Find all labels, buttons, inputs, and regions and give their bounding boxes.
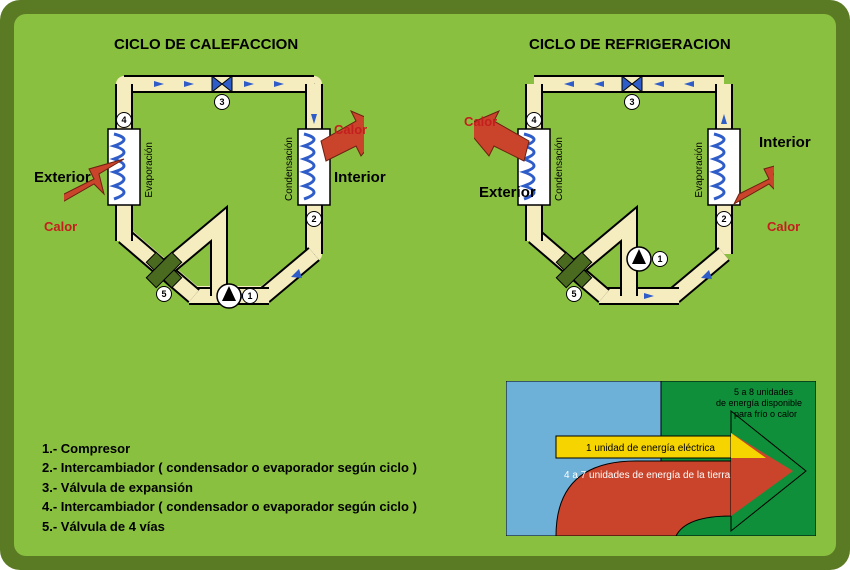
heating-circuit-svg xyxy=(64,64,364,354)
legend-2: 2.- Intercambiador ( condensador o evapo… xyxy=(42,458,417,478)
badge-4h: 4 xyxy=(116,112,132,128)
cooling-title: CICLO DE REFRIGERACION xyxy=(529,36,731,53)
badge-1c: 1 xyxy=(652,251,668,267)
energy-out-1: 5 a 8 unidades xyxy=(734,387,794,397)
badge-3h: 3 xyxy=(214,94,230,110)
cooling-right-process: Evaporación xyxy=(694,142,705,198)
legend-1: 1.- Compresor xyxy=(42,439,417,459)
legend-4: 4.- Intercambiador ( condensador o evapo… xyxy=(42,497,417,517)
cooling-circuit-svg xyxy=(474,64,774,354)
heating-left-process: Evaporación xyxy=(144,142,155,198)
heating-circuit: Evaporación Condensación 1 2 3 4 5 xyxy=(64,64,364,354)
energy-elec: 1 unidad de energía eléctrica xyxy=(586,443,715,454)
cooling-int: Interior xyxy=(759,134,811,151)
badge-4c: 4 xyxy=(526,112,542,128)
heating-int: Interior xyxy=(334,169,386,186)
heating-calor-r: Calor xyxy=(334,122,367,137)
cooling-calor-r: Calor xyxy=(767,219,800,234)
inner-panel: CICLO DE CALEFACCION xyxy=(14,14,836,556)
energy-out-2: de energía disponible xyxy=(716,398,802,408)
energy-earth: 4 a 7 unidades de energía de la tierra xyxy=(564,470,731,481)
badge-1h: 1 xyxy=(242,288,258,304)
cooling-left-process: Condensación xyxy=(554,137,565,201)
badge-5h: 5 xyxy=(156,286,172,302)
legend-3: 3.- Válvula de expansión xyxy=(42,478,417,498)
energy-diagram: 5 a 8 unidades de energía disponible par… xyxy=(506,381,816,536)
badge-5c: 5 xyxy=(566,286,582,302)
cooling-circuit: Condensación Evaporación 1 2 3 4 5 xyxy=(474,64,774,354)
legend-5: 5.- Válvula de 4 vías xyxy=(42,517,417,537)
heating-calor-l: Calor xyxy=(44,219,77,234)
heating-right-process: Condensación xyxy=(284,137,295,201)
badge-2h: 2 xyxy=(306,211,322,227)
outer-frame: CICLO DE CALEFACCION xyxy=(0,0,850,570)
energy-out-3: para frío o calor xyxy=(734,409,797,419)
heating-ext: Exterior xyxy=(34,169,91,186)
cooling-calor-l: Calor xyxy=(464,114,497,129)
badge-2c: 2 xyxy=(716,211,732,227)
cooling-ext: Exterior xyxy=(479,184,536,201)
legend: 1.- Compresor 2.- Intercambiador ( conde… xyxy=(42,439,417,537)
badge-3c: 3 xyxy=(624,94,640,110)
heating-title: CICLO DE CALEFACCION xyxy=(114,36,298,53)
